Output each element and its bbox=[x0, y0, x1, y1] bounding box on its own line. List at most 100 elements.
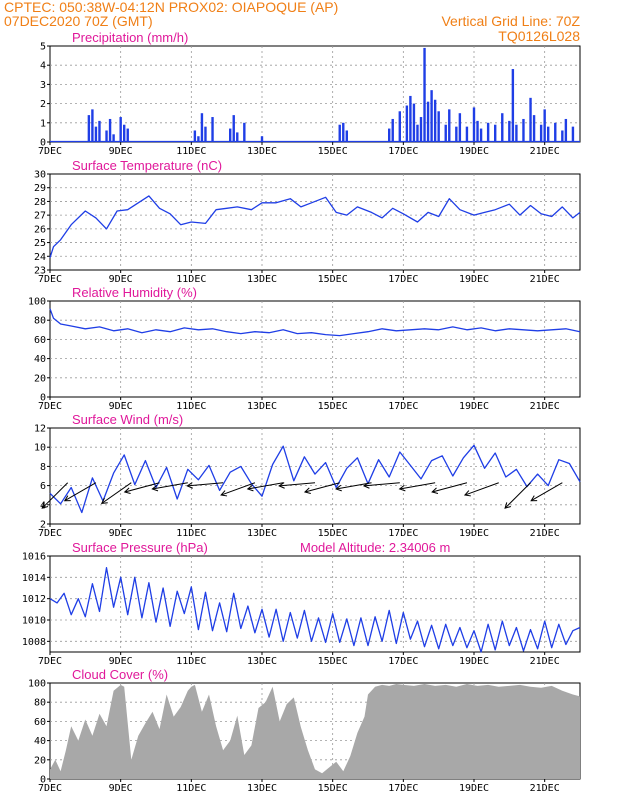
pressure-annotation: Model Altitude: 2.34006 m bbox=[300, 540, 450, 555]
rh-xtick-label: 11DEC bbox=[176, 401, 206, 412]
wind-arrow-head bbox=[151, 484, 159, 492]
pressure-xtick-label: 11DEC bbox=[176, 656, 206, 667]
pressure-frame bbox=[49, 555, 581, 653]
wind-arrow-head bbox=[362, 482, 370, 489]
panel-temp: 23 24 25 26 27 28 29 30 7DEC 9DEC 11DEC 13DEC 15DEC 1… bbox=[34, 158, 581, 285]
pressure-xtick-label: 15DEC bbox=[318, 656, 348, 667]
wind-arrow-head bbox=[335, 484, 342, 492]
rh-xtick-label: 7DEC bbox=[38, 401, 62, 412]
wind-arrow-shaft bbox=[530, 482, 563, 502]
rh-ytick-label: 100 bbox=[28, 297, 46, 308]
wind-arrow-shaft bbox=[464, 482, 499, 496]
precip-ytick-label: 5 bbox=[40, 42, 46, 53]
precip-bar bbox=[561, 130, 564, 142]
cloud-area bbox=[50, 684, 580, 779]
wind-arrow bbox=[220, 482, 256, 497]
precip-bar bbox=[200, 113, 204, 142]
precip-bar bbox=[342, 122, 345, 142]
precip-bar bbox=[501, 113, 504, 142]
precip-ytick-label: 4 bbox=[40, 61, 46, 72]
temp-xtick-label: 11DEC bbox=[176, 274, 206, 285]
wind-xtick-label: 9DEC bbox=[109, 528, 133, 539]
precip-bar bbox=[508, 120, 511, 142]
precip-bar bbox=[479, 128, 483, 142]
rh-ytick-label: 40 bbox=[34, 354, 46, 365]
wind-arrow bbox=[186, 482, 224, 489]
pressure-xtick-label: 13DEC bbox=[247, 656, 277, 667]
precip-bar bbox=[486, 122, 490, 142]
precip-bar bbox=[448, 109, 451, 142]
wind-arrow-head bbox=[220, 490, 228, 497]
pressure-ytick-label: 1016 bbox=[22, 552, 46, 563]
precip-bar bbox=[243, 122, 246, 142]
precip-bar bbox=[515, 124, 518, 142]
temp-ytick-label: 27 bbox=[34, 211, 46, 222]
precip-bar bbox=[455, 126, 458, 142]
wind-xtick-label: 11DEC bbox=[176, 528, 206, 539]
precip-xtick-label: 19DEC bbox=[459, 146, 489, 157]
wind-arrow-shaft bbox=[152, 482, 188, 490]
wind-ytick-label: 10 bbox=[34, 443, 46, 454]
precip-bar bbox=[388, 128, 391, 142]
precip-ytick-label: 1 bbox=[40, 118, 46, 129]
rh-ytick-label: 60 bbox=[34, 335, 46, 346]
precip-bar bbox=[119, 117, 122, 142]
wind-arrow-shaft bbox=[124, 482, 160, 493]
precip-ytick-label: 2 bbox=[40, 99, 46, 110]
wind-arrow bbox=[303, 482, 340, 494]
precip-bar bbox=[260, 136, 264, 142]
precip-bar bbox=[444, 124, 447, 142]
rh-series-line bbox=[49, 308, 581, 337]
precip-ytick-label: 3 bbox=[40, 80, 46, 91]
panel-rh: 0 20 40 60 80 100 7DEC 9DEC 11DEC 13DEC 15DEC 17DEC… bbox=[28, 285, 581, 412]
precip-bar bbox=[529, 97, 532, 142]
station-title: CPTEC: 050:38W-04:12N PROX02: OIAPOQUE (… bbox=[4, 0, 338, 15]
precip-bar bbox=[211, 117, 214, 142]
wind-arrow-shaft bbox=[187, 482, 224, 487]
rh-xtick-label: 17DEC bbox=[388, 401, 418, 412]
cloud-ytick-label: 100 bbox=[28, 679, 46, 690]
rh-xtick-label: 21DEC bbox=[530, 401, 560, 412]
precip-bar bbox=[532, 115, 536, 142]
wind-arrow-head bbox=[504, 502, 511, 509]
temp-ytick-label: 23 bbox=[34, 266, 46, 277]
panel-pressure: 1008 1010 1012 1014 1016 7DEC 9DEC 11DEC 13DEC 15… bbox=[22, 540, 581, 667]
cloud-xtick-label: 13DEC bbox=[247, 783, 277, 794]
cloud-ytick-label: 40 bbox=[34, 736, 46, 747]
wind-arrow-shaft bbox=[504, 482, 531, 509]
pressure-xtick-label: 7DEC bbox=[38, 656, 62, 667]
wind-arrow-shaft bbox=[363, 482, 400, 487]
pressure-ytick-label: 1008 bbox=[22, 637, 46, 648]
pressure-ytick-label: 1012 bbox=[22, 594, 46, 605]
wind-arrow-head bbox=[398, 484, 406, 492]
wind-arrow bbox=[100, 482, 132, 504]
precip-bar bbox=[405, 105, 409, 142]
temp-xtick-label: 13DEC bbox=[247, 274, 277, 285]
wind-arrow bbox=[151, 482, 188, 492]
pressure-series-line bbox=[49, 567, 581, 653]
wind-arrow bbox=[504, 482, 531, 509]
rh-xtick-label: 13DEC bbox=[247, 401, 277, 412]
precip-xtick-label: 9DEC bbox=[109, 146, 133, 157]
precip-bar bbox=[87, 115, 91, 142]
cloud-ytick-label: 0 bbox=[40, 775, 46, 786]
precip-ytick-label: 0 bbox=[40, 138, 46, 149]
wind-arrow-shaft bbox=[279, 482, 316, 487]
wind-arrow bbox=[530, 482, 563, 502]
temp-ytick-label: 24 bbox=[34, 252, 46, 263]
precip-bar bbox=[430, 90, 433, 142]
precip-bar bbox=[123, 124, 126, 142]
precip-bar bbox=[437, 111, 440, 142]
precip-bar bbox=[539, 124, 543, 142]
precip-bar bbox=[416, 124, 419, 142]
rh-ytick-label: 20 bbox=[34, 373, 46, 384]
wind-arrow-head bbox=[63, 495, 71, 502]
temp-xtick-label: 15DEC bbox=[318, 274, 348, 285]
temp-xtick-label: 7DEC bbox=[38, 274, 62, 285]
wind-xtick-label: 7DEC bbox=[38, 528, 62, 539]
precip-frame bbox=[49, 45, 581, 143]
wind-ytick-label: 8 bbox=[40, 462, 46, 473]
pressure-xtick-label: 9DEC bbox=[109, 656, 133, 667]
